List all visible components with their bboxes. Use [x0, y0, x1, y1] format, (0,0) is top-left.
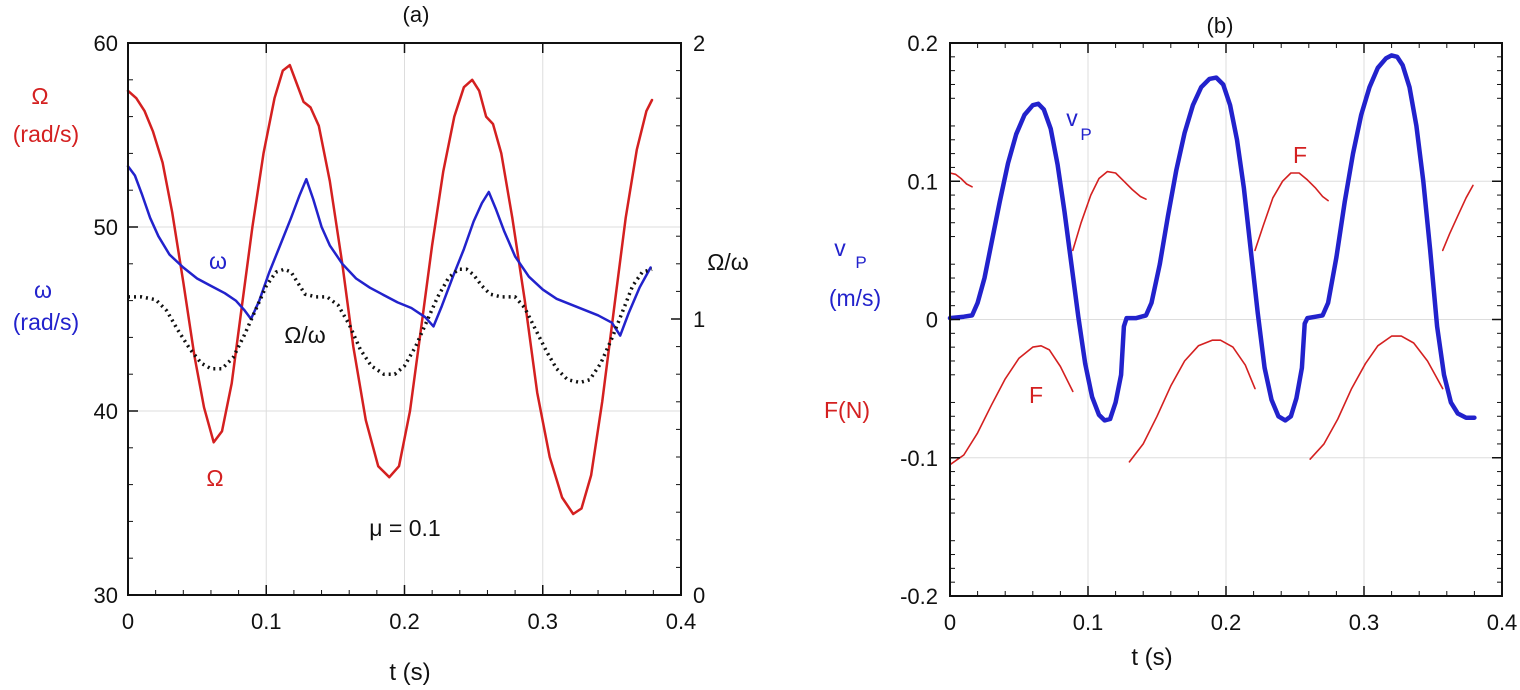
annotation-force-bottom: F — [1029, 382, 1043, 408]
panel-a-right-label: Ω/ω — [707, 249, 749, 275]
panel-a-ticks — [127, 42, 682, 596]
series-velocity-line — [947, 53, 1477, 423]
panel-a-left-label-omega-cap: Ω — [31, 83, 48, 109]
panel-a-y2-tick-label: 2 — [693, 31, 705, 56]
panel-b-x-tick-label: 0 — [944, 610, 956, 635]
panel-b-x-tick-label: 0.4 — [1487, 610, 1518, 635]
series-force-segment — [949, 172, 973, 188]
panel-a-y-tick-label: 40 — [94, 399, 118, 424]
panel-a-x-tick-label: 0.1 — [251, 609, 282, 634]
series-force-segment — [1309, 335, 1444, 460]
annotation-mu: μ = 0.1 — [369, 515, 440, 541]
annotation-omega: ω — [209, 248, 227, 274]
panel-a-y2-tick-label: 0 — [693, 583, 705, 608]
series-omega-line — [126, 165, 652, 337]
series-force-segment — [1128, 339, 1256, 463]
panel-b-y-tick-label: 0.2 — [907, 31, 938, 56]
series-force-segment — [949, 345, 1074, 466]
series-force-segment — [1254, 172, 1329, 252]
panel-a-x-tick-label: 0.4 — [666, 609, 697, 634]
panel-b-x-tick-label: 0.1 — [1073, 610, 1104, 635]
panel-a-x-tick-label: 0 — [122, 609, 134, 634]
panel-a: 0 0.1 0.2 0.3 0.4 30 40 50 60 0 1 2 (a) t (s) Ω (ra… — [13, 2, 749, 686]
panel-a-y-tick-label: 60 — [94, 31, 118, 56]
panel-a-left-label-omega-unit: (rad/s) — [13, 309, 79, 335]
panel-b-x-tick-label: 0.2 — [1211, 610, 1242, 635]
panel-a-y-tick-label: 30 — [94, 583, 118, 608]
panel-b-y-tick-label: 0 — [926, 308, 938, 333]
panel-a-left-label-omega: ω — [34, 277, 52, 303]
annotation-force-top: F — [1293, 142, 1307, 168]
panel-a-tick-labels: 0 0.1 0.2 0.3 0.4 30 40 50 60 0 1 2 — [94, 31, 706, 634]
panel-a-x-tick-label: 0.3 — [527, 609, 558, 634]
panel-b-title: (b) — [1207, 13, 1234, 38]
series-omega-cap-line — [126, 63, 654, 516]
panel-b-series — [947, 53, 1477, 466]
panel-a-x-label: t (s) — [389, 659, 430, 686]
panel-a-y2-tick-label: 1 — [693, 307, 705, 332]
panel-b-left-label-vp-unit: (m/s) — [829, 285, 881, 311]
panel-b-left-label-vp: v — [834, 235, 846, 261]
panel-b-y-tick-label: -0.2 — [900, 584, 938, 609]
annotation-vp: v — [1066, 105, 1078, 131]
panel-a-left-label-omega-cap-unit: (rad/s) — [13, 121, 79, 147]
panel-b-left-label-vp-sub: P — [855, 253, 866, 272]
annotation-vp-sub: P — [1080, 125, 1091, 144]
panel-a-y-tick-label: 50 — [94, 215, 118, 240]
panel-a-title: (a) — [403, 2, 430, 27]
panel-b-y-tick-label: -0.1 — [900, 446, 938, 471]
panel-b-tick-labels: 0 0.1 0.2 0.3 0.4 -0.2 -0.1 0 0.1 0.2 — [900, 31, 1517, 635]
series-ratio-line — [128, 267, 653, 385]
series-force-segment — [1441, 184, 1474, 252]
panel-b-left-label-force: F(N) — [824, 397, 870, 423]
panel-a-series — [126, 63, 654, 516]
annotation-omega-cap: Ω — [206, 465, 223, 491]
panel-b-grid — [950, 43, 1502, 596]
panel-a-x-tick-label: 0.2 — [389, 609, 420, 634]
panel-b: 0 0.1 0.2 0.3 0.4 -0.2 -0.1 0 0.1 0.2 (b) t (s) v… — [824, 13, 1517, 671]
panel-b-x-label: t (s) — [1131, 644, 1172, 671]
series-force-segment — [1072, 170, 1147, 252]
annotation-ratio: Ω/ω — [284, 322, 326, 348]
panel-b-ticks — [949, 42, 1503, 597]
panel-b-y-tick-label: 0.1 — [907, 169, 938, 194]
panel-b-x-tick-label: 0.3 — [1349, 610, 1380, 635]
